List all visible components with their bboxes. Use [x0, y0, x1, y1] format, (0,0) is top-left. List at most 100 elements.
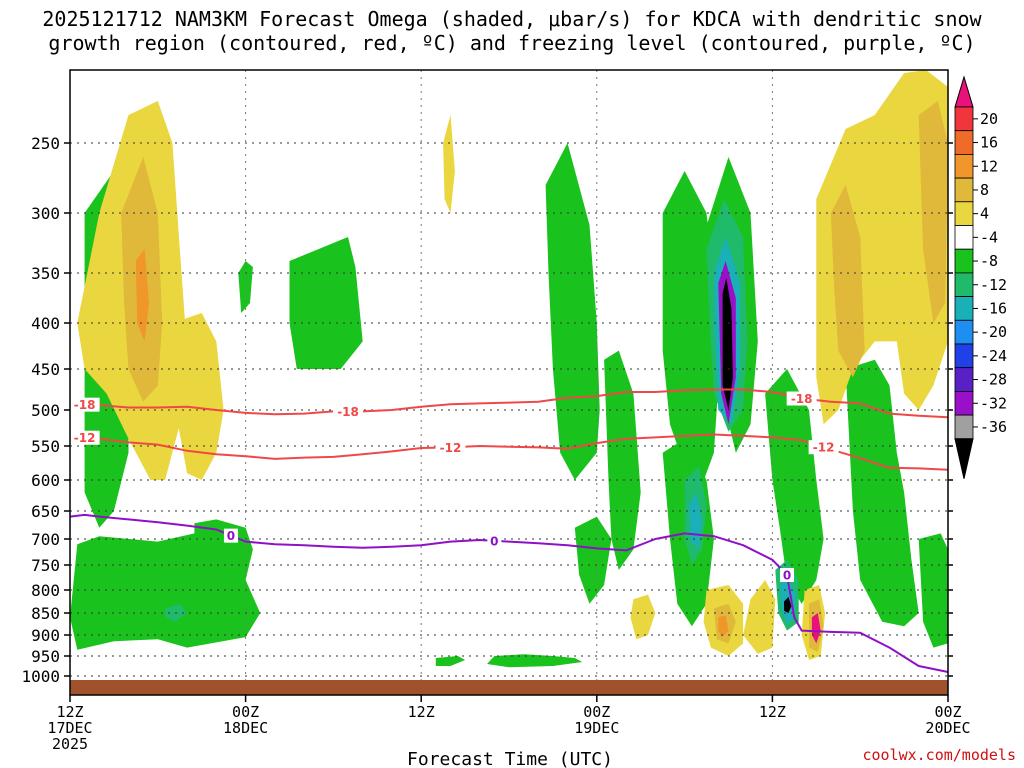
x-tick-label-0-2: 17DEC	[47, 719, 92, 737]
x-tick-label-24-1: 12Z	[408, 703, 435, 721]
colorbar-swatch-4	[954, 177, 974, 203]
x-tick-label-0-3: 2025	[52, 735, 88, 753]
chart-title-line1: 2025121712 NAM3KM Forecast Omega (shaded…	[42, 7, 982, 31]
contour-freezing-level	[69, 513, 949, 673]
omega-region-descent-orange-3	[918, 101, 948, 323]
omega-region-ascent-green-6	[604, 350, 641, 570]
colorbar-swatch-3	[954, 153, 974, 179]
colorbar-swatch-8	[954, 272, 974, 297]
y-tick-label-550: 550	[31, 437, 60, 456]
contour-label-bg	[435, 440, 466, 455]
colorbar-label-6: -8	[980, 252, 998, 270]
colorbar-swatch-11	[954, 343, 974, 369]
y-tick-label-800: 800	[31, 581, 60, 600]
contour-label-dgz-minus18-0: -18	[74, 398, 96, 412]
x-tick-label-60-1: 00Z	[934, 703, 961, 721]
colorbar-swatch-10	[954, 319, 974, 345]
omega-region-ascent-black-2	[784, 596, 792, 613]
colorbar-swatch-9	[954, 296, 974, 321]
colorbar-label-9: -20	[980, 323, 1007, 341]
colorbar-label-1: 16	[980, 134, 998, 152]
y-tick-label-950: 950	[31, 647, 60, 666]
colorbar-label-7: -12	[980, 276, 1007, 294]
omega-region-ascent-green-2	[70, 519, 261, 650]
omega-region-ascent-black-1	[722, 278, 733, 410]
omega-region-ascent-green-12	[918, 533, 948, 648]
y-tick-label-900: 900	[31, 626, 60, 645]
contour-label-freezing-level-1: 0	[490, 534, 498, 548]
contour-label-bg	[69, 430, 100, 445]
colorbar-swatch-14	[954, 414, 974, 440]
y-tick-label-850: 850	[31, 604, 60, 623]
omega-region-descent-red-2	[718, 615, 729, 638]
contour-label-bg	[333, 404, 364, 419]
colorbar-swatch-2	[954, 130, 974, 155]
x-tick-label-36-2: 19DEC	[574, 719, 619, 737]
colorbar-swatch-1	[954, 106, 974, 132]
omega-region-ascent-green-11	[845, 359, 919, 627]
omega-region-ascent-green-10	[765, 369, 824, 604]
colorbar-swatch-7	[954, 248, 974, 274]
y-axis: 250 300 350 400 450 500 550 600 650 700 750 800 850 9…	[21, 134, 953, 686]
x-tick-label-60-2: 20DEC	[925, 719, 970, 737]
contour-label-dgz-minus12-1: -12	[440, 441, 462, 455]
x-tick-label-0-1: 12Z	[56, 703, 83, 721]
contour-label-bg	[223, 528, 238, 543]
colorbar-label-12: -32	[980, 394, 1007, 412]
contour-label-freezing-level-0: 0	[227, 529, 235, 543]
y-tick-label-350: 350	[31, 264, 60, 283]
colorbar-label-0: 20	[980, 110, 998, 128]
chart-title-line2: growth region (contoured, red, ºC) and f…	[48, 31, 975, 55]
contour-label-freezing-level-2: 0	[783, 569, 791, 583]
contour-label-dgz-minus18-1: -18	[337, 405, 359, 419]
colorbar-swatch-13	[954, 390, 974, 416]
site-credit: coolwx.com/models	[862, 746, 1016, 764]
plot-frame	[69, 69, 949, 696]
omega-region-ascent-green-13	[487, 654, 583, 668]
omega-region-descent-magenta-1	[811, 613, 821, 644]
colorbar-label-11: -28	[980, 371, 1007, 389]
contour-layer: -18 -18 -18 -12 -12 -12 0 0 0	[69, 388, 949, 673]
omega-region-ascent-green-14	[435, 656, 466, 666]
colorbar-swatch-5	[954, 201, 974, 226]
omega-region-descent-yellow-2	[172, 313, 224, 480]
x-tick-label-36-1: 00Z	[583, 703, 610, 721]
colorbar: 20 16 12 8 4 -4 -8 -12 -16 -20 -24 -28 -32 -36	[954, 75, 1007, 479]
omega-region-descent-yellow-7	[443, 115, 455, 213]
colorbar-label-13: -36	[980, 418, 1007, 436]
x-tick-label-12-2: 18DEC	[223, 719, 268, 737]
colorbar-label-8: -16	[980, 299, 1007, 317]
contour-label-bg	[487, 533, 502, 548]
omega-region-ascent-green-3	[289, 237, 363, 369]
colorbar-label-4: 4	[980, 205, 989, 223]
ground-terrain	[70, 680, 948, 695]
omega-region-descent-yellow-4	[743, 580, 776, 654]
omega-region-descent-yellow-6	[630, 594, 656, 640]
y-tick-label-500: 500	[31, 401, 60, 420]
contour-label-dgz-minus12-2: -12	[813, 441, 835, 455]
y-tick-label-450: 450	[31, 360, 60, 379]
x-axis-label: Forecast Time (UTC)	[407, 749, 613, 768]
y-tick-label-750: 750	[31, 556, 60, 575]
colorbar-label-3: 8	[980, 181, 989, 199]
y-tick-label-650: 650	[31, 502, 60, 521]
x-tick-label-48-1: 12Z	[759, 703, 786, 721]
contour-label-bg	[786, 391, 817, 406]
y-tick-label-700: 700	[31, 530, 60, 549]
omega-region-descent-orange-2	[830, 185, 865, 378]
y-tick-label-600: 600	[31, 471, 60, 490]
colorbar-swatch-6	[954, 225, 974, 250]
colorbar-label-2: 12	[980, 157, 998, 175]
colorbar-label-5: -4	[980, 228, 998, 246]
contour-label-dgz-minus12-0: -12	[74, 431, 96, 445]
omega-region-ascent-green-15	[574, 516, 612, 604]
colorbar-swatch-12	[954, 367, 974, 392]
y-tick-label-1000: 1000	[21, 667, 60, 686]
colorbar-label-10: -24	[980, 347, 1007, 365]
y-tick-label-250: 250	[31, 134, 60, 153]
y-tick-label-400: 400	[31, 314, 60, 333]
contour-label-dgz-minus18-2: -18	[791, 392, 813, 406]
y-tick-label-300: 300	[31, 204, 60, 223]
colorbar-bottom-arrow	[954, 438, 974, 479]
